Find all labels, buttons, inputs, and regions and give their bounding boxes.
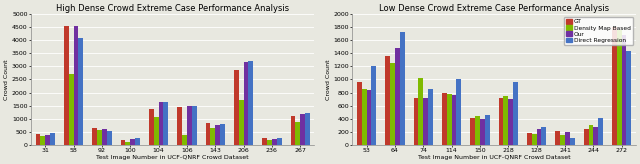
Bar	[187, 106, 192, 145]
Bar	[367, 90, 371, 145]
Bar	[50, 133, 55, 145]
Bar	[419, 78, 423, 145]
Bar	[400, 32, 404, 145]
Bar	[447, 94, 452, 145]
Bar	[211, 128, 215, 145]
Bar	[182, 135, 187, 145]
Bar	[442, 92, 447, 145]
Bar	[154, 117, 159, 145]
Bar	[130, 139, 135, 145]
Bar	[163, 102, 168, 145]
Bar	[560, 135, 565, 145]
Bar	[357, 82, 362, 145]
Bar	[627, 51, 631, 145]
Bar	[541, 127, 547, 145]
X-axis label: Test Image Number in UCF-QNRF Crowd Dataset: Test Image Number in UCF-QNRF Crowd Data…	[418, 155, 570, 160]
Bar	[513, 82, 518, 145]
Bar	[64, 26, 68, 145]
Bar	[36, 134, 40, 145]
Bar	[617, 30, 621, 145]
Bar	[276, 138, 282, 145]
Bar	[68, 74, 74, 145]
Bar	[40, 136, 45, 145]
Bar	[177, 107, 182, 145]
Bar	[484, 115, 490, 145]
Bar	[234, 70, 239, 145]
Bar	[296, 123, 300, 145]
Bar	[107, 131, 111, 145]
Bar	[584, 129, 589, 145]
Bar	[78, 38, 83, 145]
Bar	[612, 27, 617, 145]
Bar	[456, 80, 461, 145]
Bar	[102, 129, 107, 145]
Bar	[135, 138, 140, 145]
Bar	[362, 89, 367, 145]
Bar	[300, 114, 305, 145]
Bar	[97, 130, 102, 145]
Y-axis label: Crowd Count: Crowd Count	[326, 59, 330, 100]
Bar	[248, 61, 253, 145]
Bar	[504, 96, 508, 145]
X-axis label: Test Image Number in UCF-QNRF Crowd Dataset: Test Image Number in UCF-QNRF Crowd Data…	[97, 155, 249, 160]
Y-axis label: Crowd Count: Crowd Count	[4, 59, 9, 100]
Bar	[428, 89, 433, 145]
Bar	[395, 48, 400, 145]
Bar	[120, 140, 125, 145]
Bar	[556, 131, 560, 145]
Bar	[413, 98, 419, 145]
Bar	[74, 26, 78, 145]
Bar	[452, 95, 456, 145]
Bar	[527, 133, 532, 145]
Bar	[159, 102, 163, 145]
Bar	[470, 118, 475, 145]
Bar	[267, 140, 272, 145]
Bar	[423, 98, 428, 145]
Bar	[508, 99, 513, 145]
Title: Low Dense Crowd Extreme Case Performance Analysis: Low Dense Crowd Extreme Case Performance…	[379, 4, 609, 13]
Bar	[244, 62, 248, 145]
Bar	[475, 116, 480, 145]
Title: High Dense Crowd Extreme Case Performance Analysis: High Dense Crowd Extreme Case Performanc…	[56, 4, 289, 13]
Bar	[385, 56, 390, 145]
Bar	[239, 100, 244, 145]
Bar	[220, 124, 225, 145]
Bar	[92, 128, 97, 145]
Bar	[205, 123, 211, 145]
Bar	[192, 106, 196, 145]
Bar	[125, 142, 130, 145]
Bar	[305, 113, 310, 145]
Bar	[371, 66, 376, 145]
Bar	[570, 138, 575, 145]
Bar	[262, 138, 267, 145]
Bar	[272, 139, 276, 145]
Bar	[621, 35, 627, 145]
Bar	[215, 125, 220, 145]
Bar	[45, 135, 50, 145]
Bar	[589, 125, 593, 145]
Bar	[537, 129, 541, 145]
Bar	[499, 98, 504, 145]
Bar	[565, 132, 570, 145]
Bar	[291, 116, 296, 145]
Bar	[532, 134, 537, 145]
Bar	[390, 63, 395, 145]
Bar	[593, 127, 598, 145]
Bar	[149, 109, 154, 145]
Legend: GT, Density Map Based, Our, Direct Regression: GT, Density Map Based, Our, Direct Regre…	[564, 17, 633, 45]
Bar	[598, 118, 603, 145]
Bar	[480, 119, 484, 145]
